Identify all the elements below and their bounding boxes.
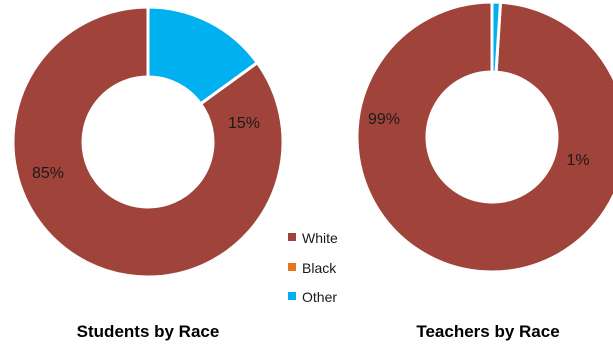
legend-swatch-black [288,263,296,271]
legend-item-other: Other [288,289,337,305]
legend-label-other: Other [302,289,337,305]
teachers-data-label-white: 99% [368,111,400,128]
legend-item-black: Black [288,260,337,276]
teachers-data-label-other: 1% [566,152,589,169]
students-donut-chart: 85% 15% [11,5,285,279]
teachers-slice-white [355,0,613,274]
teachers-donut-chart: 99% 1% [355,0,613,274]
students-data-label-white: 85% [32,165,64,182]
students-slice-other [146,5,260,106]
students-data-label-other: 15% [228,115,260,132]
students-slice-white [11,5,285,279]
legend-label-black: Black [302,260,337,276]
legend-label-white: White [302,230,338,246]
students-chart-title: Students by Race [77,322,220,341]
legend: White Black Other [288,230,338,305]
teachers-slice-other [490,0,503,74]
legend-swatch-other [288,292,296,300]
legend-item-white: White [288,230,338,246]
legend-swatch-white [288,233,296,241]
teachers-chart-title: Teachers by Race [416,322,559,341]
